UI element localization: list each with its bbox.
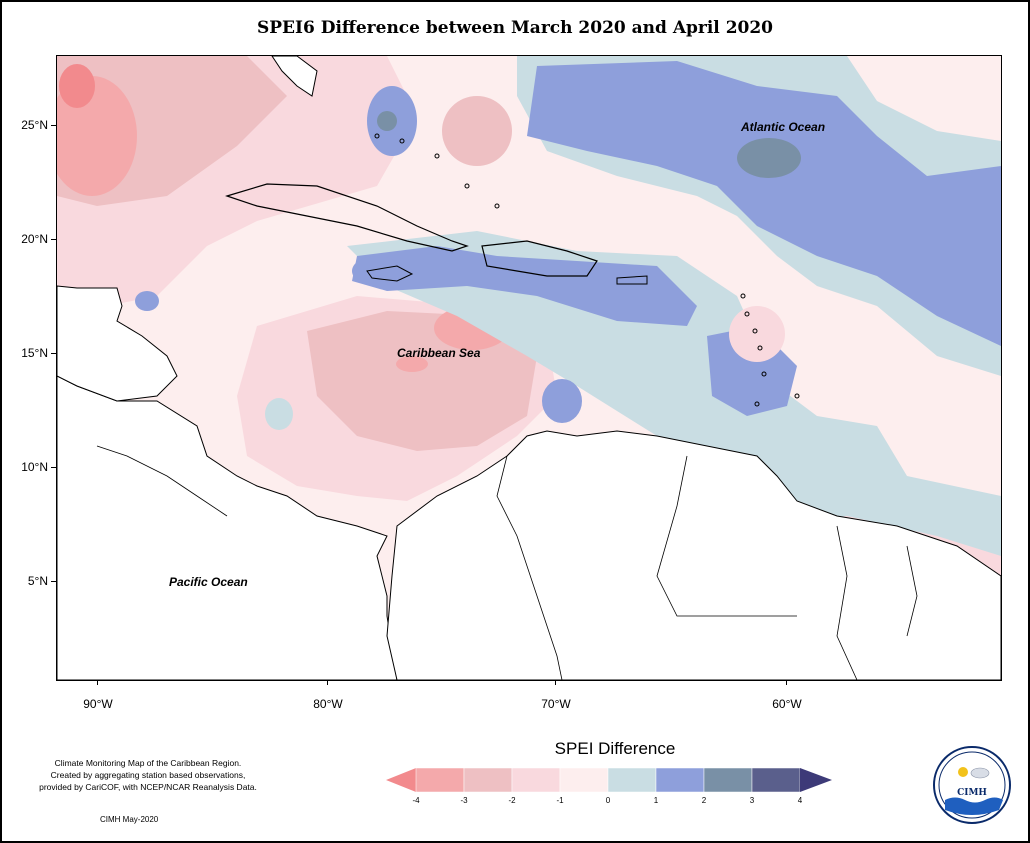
negative-zone-northeast: [847, 56, 1001, 141]
island-dot: [754, 401, 760, 407]
legend-swatch-m2-m1: [511, 768, 561, 792]
legend-swatch-m1-0: [559, 768, 609, 792]
lon-tick: [555, 680, 556, 685]
island-dot: [761, 371, 767, 377]
lat-label-15n: 15°N: [21, 346, 48, 360]
land-south-america: [386, 430, 1001, 680]
island-dot: [374, 133, 380, 139]
lon-label-70w: 70°W: [541, 697, 571, 711]
island-dot: [740, 293, 746, 299]
lon-tick: [786, 680, 787, 685]
land-hispaniola: [481, 240, 598, 277]
legend-title: SPEI Difference: [554, 739, 676, 758]
island-dot: [794, 393, 800, 399]
sun-icon: [958, 767, 968, 777]
legend-swatch-gt-4: [800, 768, 832, 792]
legend-swatch-m4-m3: [415, 768, 465, 792]
legend-tick-label: 4: [797, 796, 803, 805]
map-panel: Atlantic Ocean Caribbean Sea Pacific Oce…: [56, 55, 1002, 681]
legend-swatch-0-1: [607, 768, 657, 792]
legend-tick-label: -2: [508, 796, 516, 805]
legend-tick-label: -3: [460, 796, 468, 805]
island-dot: [757, 345, 763, 351]
cloud-icon: [970, 767, 990, 779]
positive-core-atlantic: [527, 61, 1001, 346]
lon-tick: [327, 680, 328, 685]
border-venezuela-guyana: [656, 455, 797, 617]
lat-tick: [51, 125, 56, 126]
logo-art: [938, 751, 1006, 819]
island-dot: [744, 311, 750, 317]
positive-zone-antilles: [352, 246, 697, 326]
island-dot: [494, 203, 500, 209]
credit-text: CIMH May-2020: [100, 815, 159, 824]
lon-tick: [97, 680, 98, 685]
lat-label-5n: 5°N: [27, 574, 48, 588]
legend-swatch-3-4: [751, 768, 801, 792]
island-dot: [399, 138, 405, 144]
legend-tick-label: 0: [605, 796, 611, 805]
positive-core-bahamas: [377, 111, 397, 131]
legend-swatch-m3-m2: [463, 768, 513, 792]
legend-tick-label: 1: [653, 796, 659, 805]
lat-label-25n: 25°N: [21, 118, 48, 132]
lon-label-80w: 80°W: [313, 697, 343, 711]
island-dot: [434, 153, 440, 159]
info-line: Climate Monitoring Map of the Caribbean …: [54, 758, 242, 768]
positive-peak-atlantic: [737, 138, 801, 178]
border-suriname-guiana: [906, 545, 918, 637]
lat-tick: [51, 239, 56, 240]
spei-field-svg: [57, 56, 1001, 680]
positive-spot-central-america: [265, 398, 293, 430]
negative-zone-lesser-antilles: [729, 306, 785, 362]
info-line: provided by CariCOF, with NCEP/NCAR Rean…: [39, 782, 257, 792]
land-jamaica: [366, 265, 414, 282]
border-colombia-venezuela: [496, 455, 563, 680]
lat-tick: [51, 467, 56, 468]
legend-tick-label: 2: [701, 796, 707, 805]
pacific-ocean-label: Pacific Ocean: [169, 575, 248, 589]
atlantic-ocean-label: Atlantic Ocean: [741, 120, 826, 134]
land-puerto-rico: [616, 275, 648, 285]
legend-swatch-2-3: [703, 768, 753, 792]
border-central-america: [96, 445, 228, 517]
lat-label-10n: 10°N: [21, 460, 48, 474]
land-yucatan-belize: [57, 285, 178, 402]
legend-tick-label: 3: [749, 796, 755, 805]
positive-spot-yucatan: [135, 291, 159, 311]
positive-zone-abc-islands: [542, 379, 582, 423]
legend-tick-label: -1: [556, 796, 564, 805]
cimh-logo: CIMH: [933, 746, 1011, 824]
legend-swatch-1-2: [655, 768, 705, 792]
legend-colorbar: [386, 768, 832, 792]
lat-tick: [51, 353, 56, 354]
positive-core-jamaica: [352, 256, 402, 286]
land-florida: [271, 56, 318, 97]
caribbean-sea-label: Caribbean Sea: [397, 346, 481, 360]
legend-tick-label: -4: [412, 796, 420, 805]
water-waves-icon: [945, 797, 1003, 815]
island-dot: [464, 183, 470, 189]
island-dot: [752, 328, 758, 334]
negative-spot-caribbean: [396, 356, 428, 372]
lat-label-20n: 20°N: [21, 232, 48, 246]
negative-peak-west: [59, 64, 95, 108]
legend-swatch-lt-4: [386, 768, 416, 792]
lat-tick: [51, 581, 56, 582]
negative-zone-bahamas: [442, 96, 512, 166]
logo-acronym: CIMH: [957, 788, 987, 798]
lon-label-90w: 90°W: [83, 697, 113, 711]
lon-label-60w: 60°W: [772, 697, 802, 711]
border-guyana-suriname: [836, 525, 858, 680]
logo-ring: [938, 751, 1006, 819]
info-line: Created by aggregating station based obs…: [50, 770, 246, 780]
map-description: Climate Monitoring Map of the Caribbean …: [28, 757, 268, 793]
land-cuba: [225, 183, 469, 252]
map-title: SPEI6 Difference between March 2020 and …: [256, 18, 774, 38]
